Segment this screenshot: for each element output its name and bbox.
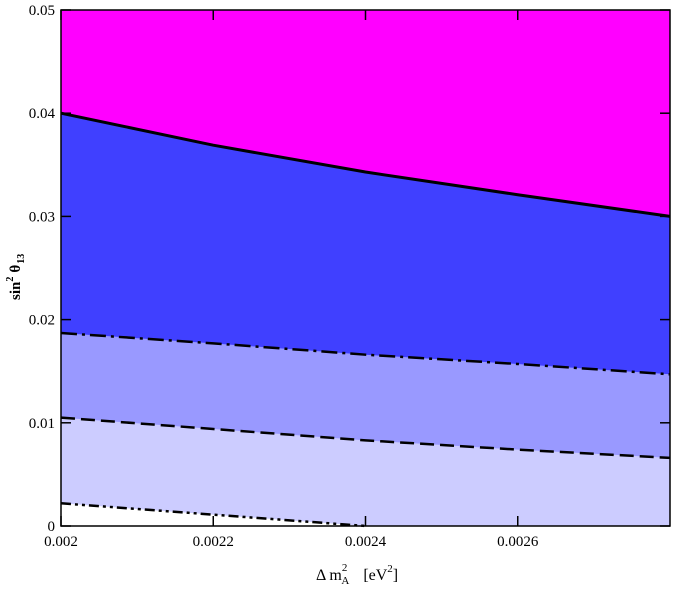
y-tick-label: 0.04 [29, 106, 56, 122]
y-axis-label-part: 2 [5, 277, 16, 282]
boundary-line [60, 111, 671, 218]
plot-area [60, 10, 671, 528]
x-axis-label-part: 2 [342, 562, 348, 574]
y-tick-label: 0.02 [29, 313, 55, 329]
axes: 0.002 0.0022 0.0024 0.0026 0 0.01 0.02 0.03 0.04… [5, 3, 671, 587]
x-tick-label: 0.002 [44, 534, 78, 550]
area-fill [61, 503, 366, 526]
y-tick-label: 0.01 [29, 416, 55, 432]
y-axis-label: sin2 θ13 [5, 254, 27, 300]
boundary-line [60, 416, 671, 460]
y-tick-label: 0 [48, 519, 56, 535]
x-tick-label: 0.0026 [497, 534, 539, 550]
y-tick-label: 0.03 [29, 209, 55, 225]
y-axis-label-part: sin [8, 281, 24, 300]
boundary-line [60, 331, 671, 376]
x-tick-label: 0.0022 [193, 534, 234, 550]
boundary-line [60, 502, 366, 528]
y-axis-label-part: θ [8, 265, 24, 273]
x-axis-label-part: A [341, 575, 349, 587]
x-axis-label-part: ] [393, 567, 398, 584]
x-tick-label: 0.0024 [345, 534, 387, 550]
x-axis-label-part: Δ m [316, 567, 342, 584]
y-tick-label: 0.05 [29, 3, 55, 19]
x-axis-label-part: [eV [363, 567, 387, 584]
x-axis-label: Δ m2 A [eV2] [316, 562, 398, 587]
area-fill [61, 417, 670, 526]
x-axis-label-part: 2 [387, 563, 393, 575]
y-axis-label-part: 13 [16, 254, 27, 264]
